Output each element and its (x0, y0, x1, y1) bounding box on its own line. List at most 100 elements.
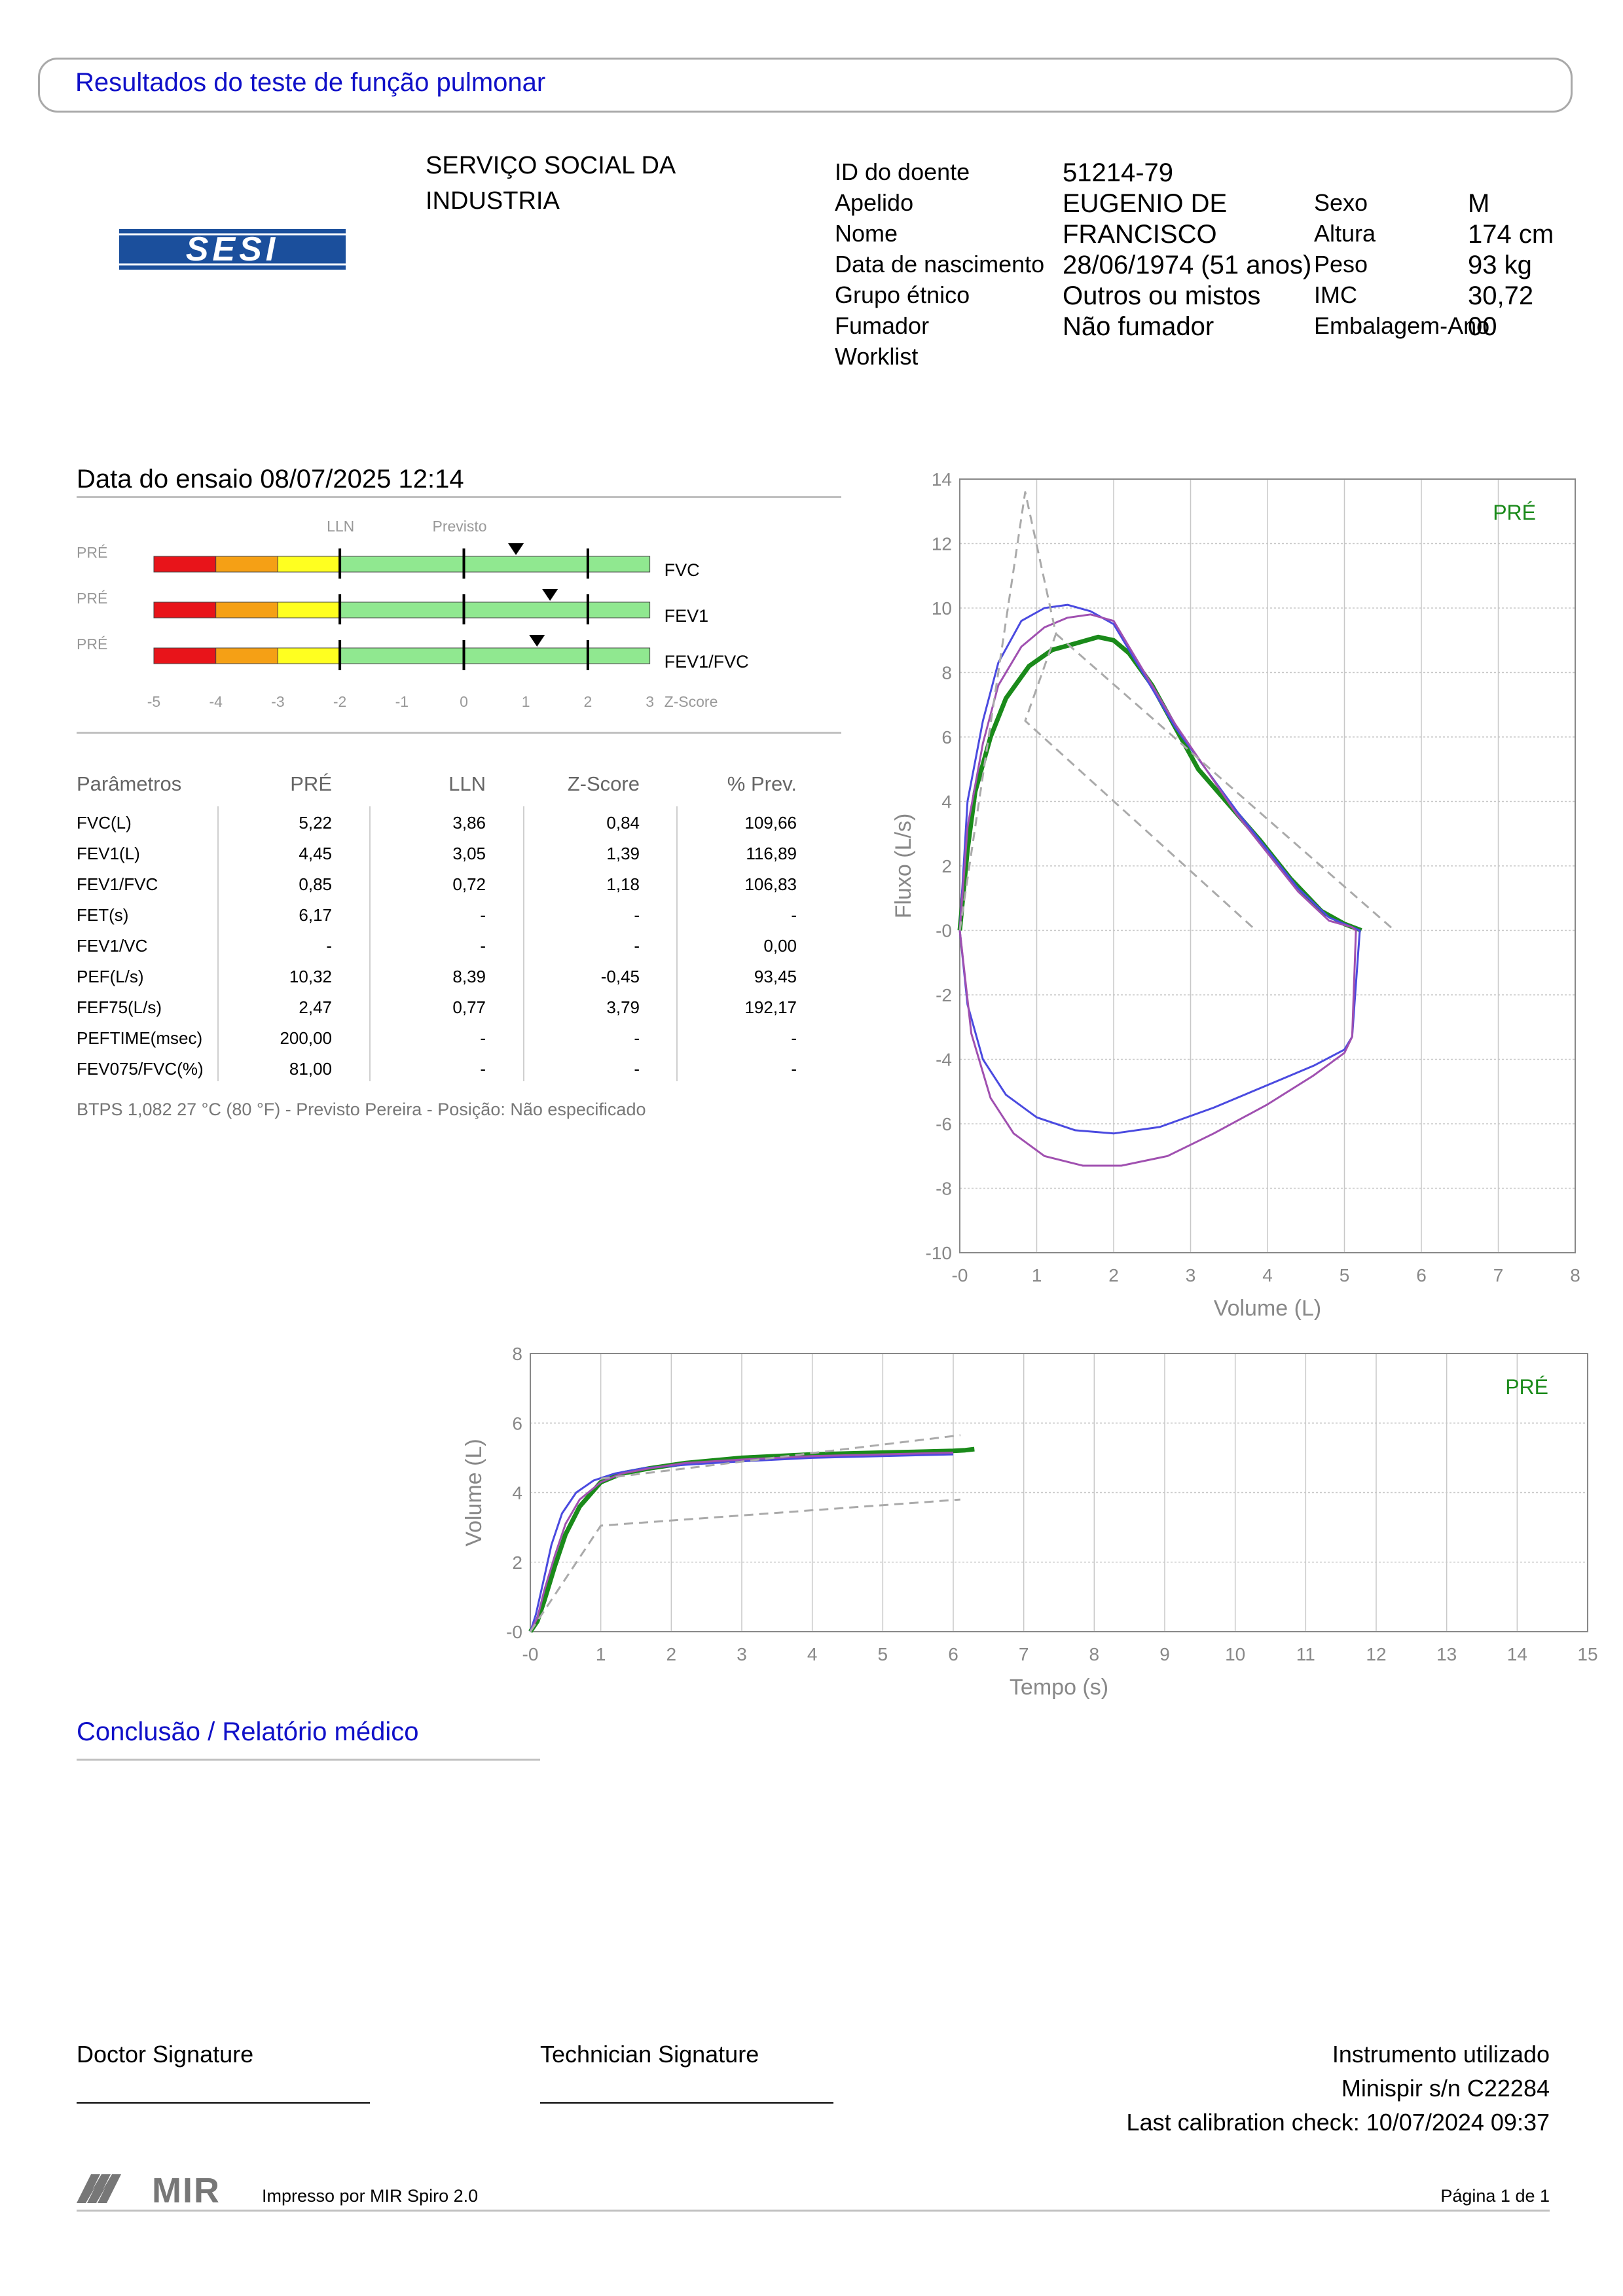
x-axis-label: Volume (L) (1214, 1296, 1321, 1321)
table-cell: -0,45 (600, 967, 640, 986)
x-tick-label: 9 (1159, 1644, 1170, 1664)
zscore-axis-label: Z-Score (665, 693, 718, 710)
dob-value: 28/06/1974 (51 anos) (1063, 251, 1312, 279)
divider (77, 1759, 540, 1761)
table-cell: 0,77 (452, 997, 486, 1017)
bar-name: FEV1/FVC (665, 652, 749, 672)
plot-frame (959, 478, 1576, 1253)
table-cell: 3,05 (452, 844, 486, 863)
table-cell: 116,89 (746, 844, 797, 863)
table-column-divider (523, 806, 524, 1081)
y-tick-label: -4 (936, 1050, 952, 1070)
x-tick-label: 6 (1416, 1265, 1427, 1285)
table-cell: - (480, 1059, 486, 1079)
zscore-segment (215, 647, 278, 664)
y-tick-label: 6 (941, 727, 952, 747)
x-tick-label: 14 (1507, 1644, 1527, 1664)
x-axis-label: Tempo (s) (1010, 1675, 1108, 1700)
zscore-chart: LLN Previsto PRÉ FVC PRÉ FEV1 PRÉ FEV1/FVC -5 -4 -… (77, 518, 749, 710)
calibration-check: Last calibration check: 10/07/2024 09:37 (1126, 2109, 1550, 2136)
x-tick-label: 5 (878, 1644, 888, 1664)
table-header-cell: Z-Score (567, 772, 640, 795)
y-tick-label: -0 (936, 921, 952, 941)
zscore-segment (215, 556, 278, 573)
patient-id-label: ID do doente (835, 158, 970, 185)
table-cell: FVC(L) (77, 813, 132, 833)
x-tick-label: 5 (1340, 1265, 1350, 1285)
x-tick-label: 1 (1032, 1265, 1042, 1285)
zscore-segment (339, 647, 651, 664)
table-cell: - (480, 905, 486, 925)
conclusion-title: Conclusão / Relatório médico (77, 1717, 419, 1746)
ethnic-label: Grupo étnico (835, 281, 970, 308)
smoker-label: Fumador (835, 312, 930, 339)
title-box (38, 58, 1573, 113)
table-cell: 0,85 (299, 874, 332, 894)
bar-name: FVC (665, 560, 700, 580)
y-axis-label: Fluxo (L/s) (891, 814, 916, 919)
x-tick-label: 13 (1436, 1644, 1457, 1664)
height-value: 174 cm (1468, 220, 1554, 249)
table-cell: PEF(L/s) (77, 967, 144, 986)
predicted-curve (958, 491, 1257, 931)
x-tick-label: 2 (666, 1644, 677, 1664)
y-tick-label: -0 (506, 1622, 522, 1642)
table-cell: 106,83 (744, 874, 797, 894)
y-tick-label: 14 (932, 469, 952, 490)
zscore-tick: -3 (271, 693, 284, 710)
predicted-curve (529, 1498, 960, 1632)
table-cell: 6,17 (299, 905, 332, 925)
y-tick-label: 8 (941, 663, 952, 683)
x-tick-label: 8 (1570, 1265, 1580, 1285)
y-tick-label: 2 (512, 1552, 522, 1573)
table-cell: FEV1/VC (77, 936, 148, 956)
btps-note: BTPS 1,082 27 °C (80 °F) - Previsto Pere… (77, 1100, 646, 1119)
zscore-tick: 1 (522, 693, 530, 710)
footer-divider (77, 2210, 1550, 2212)
zscore-segment (277, 647, 340, 664)
table-column-divider (369, 806, 371, 1081)
zscore-pointer (542, 589, 558, 601)
x-tick-label: 6 (948, 1644, 958, 1664)
y-tick-label: -2 (936, 985, 952, 1005)
table-cell: - (634, 936, 640, 956)
table-cell: 8,39 (452, 967, 486, 986)
bmi-label: IMC (1314, 281, 1357, 308)
zscore-tick: 3 (646, 693, 654, 710)
table-cell: - (634, 1028, 640, 1048)
predicted-curve (1055, 633, 1395, 931)
params-table: Parâmetros PRÉ LLN Z-Score % Prev. FVC(L) 5,22… (77, 772, 830, 1086)
table-cell: 2,47 (299, 997, 332, 1017)
y-axis-label: Volume (L) (462, 1439, 486, 1546)
name-value: FRANCISCO (1063, 220, 1217, 249)
divider (77, 496, 841, 498)
legend-label: PRÉ (1493, 501, 1536, 524)
dob-label: Data de nascimento (835, 251, 1045, 278)
zscore-segment (277, 556, 340, 573)
table-cell: 10,32 (289, 967, 332, 986)
table-header-cell: Parâmetros (77, 772, 182, 795)
x-tick-label: 4 (807, 1644, 818, 1664)
table-header-cell: % Prev. (727, 772, 797, 795)
zscore-segment (153, 647, 217, 664)
zscore-segment (153, 601, 217, 619)
x-tick-label: 7 (1019, 1644, 1029, 1664)
x-tick-label: 3 (1186, 1265, 1196, 1285)
zscore-tick: 2 (584, 693, 593, 710)
legend-label: PRÉ (1505, 1375, 1548, 1399)
instrument-label: Instrumento utilizado (1332, 2041, 1550, 2068)
y-tick-label: 10 (932, 598, 952, 619)
page-title: Resultados do teste de função pulmonar (75, 68, 546, 97)
smoker-value: Não fumador (1063, 312, 1214, 341)
series-line (529, 1451, 954, 1632)
series-line (957, 634, 1362, 933)
y-tick-label: -8 (936, 1179, 952, 1199)
bar-pre-label: PRÉ (77, 636, 107, 653)
table-cell: 1,39 (606, 844, 640, 863)
zscore-segment (339, 556, 651, 573)
table-cell: 192,17 (744, 997, 797, 1017)
technician-signature-line (540, 2102, 833, 2104)
x-tick-label: 15 (1577, 1644, 1597, 1664)
x-tick-label: 2 (1108, 1265, 1119, 1285)
